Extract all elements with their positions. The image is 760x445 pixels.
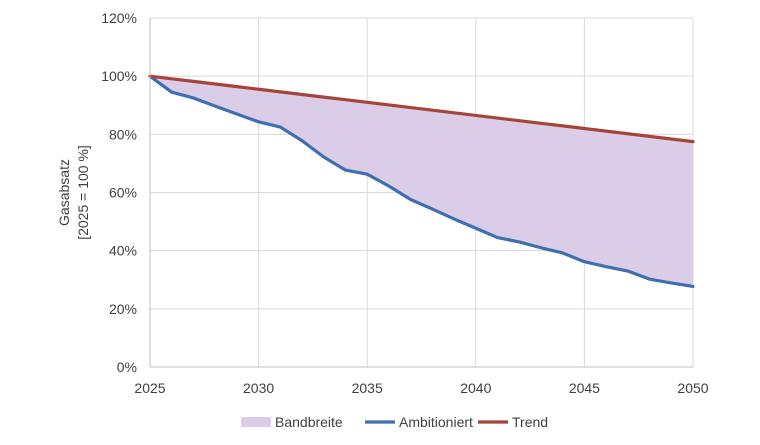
x-tick-label: 2045 xyxy=(569,380,600,396)
legend-label: Trend xyxy=(512,414,548,430)
y-tick-label: 100% xyxy=(101,68,137,84)
y-tick-label: 60% xyxy=(109,185,137,201)
x-tick-label: 2035 xyxy=(352,380,383,396)
y-axis-title-line: [2025 = 100 %] xyxy=(75,145,91,240)
y-axis-title: Gasabsatz [2025 = 100 %] xyxy=(56,145,91,240)
y-tick-label: 80% xyxy=(109,126,137,142)
y-tick-label: 20% xyxy=(109,301,137,317)
y-tick-label: 0% xyxy=(117,359,137,375)
series-line-ambitioniert xyxy=(148,74,695,289)
legend-swatch-band xyxy=(241,417,271,427)
gridlines xyxy=(150,17,694,367)
axes-layer xyxy=(149,18,693,368)
x-tick-label: 2025 xyxy=(134,380,165,396)
series-lines-layer xyxy=(148,74,695,289)
tick-labels-layer: 0% 20% 40% 60% 80% 100% 120% 2025 2030 2035 2040 20… xyxy=(101,10,709,396)
y-axis-title-line: Gasabsatz xyxy=(56,159,72,226)
x-tick-label: 2040 xyxy=(460,380,491,396)
x-tick-label: 2030 xyxy=(243,380,274,396)
y-tick-label: 40% xyxy=(109,243,137,259)
y-axis-title-group: Gasabsatz [2025 = 100 %] xyxy=(56,145,91,240)
y-tick-label: 120% xyxy=(101,10,137,26)
legend-label: Bandbreite xyxy=(275,414,343,430)
legend-label: Ambitioniert xyxy=(399,414,473,430)
legend: Bandbreite Ambitioniert Trend xyxy=(241,414,548,430)
x-tick-label: 2050 xyxy=(677,380,708,396)
series-line-trend xyxy=(148,74,695,144)
